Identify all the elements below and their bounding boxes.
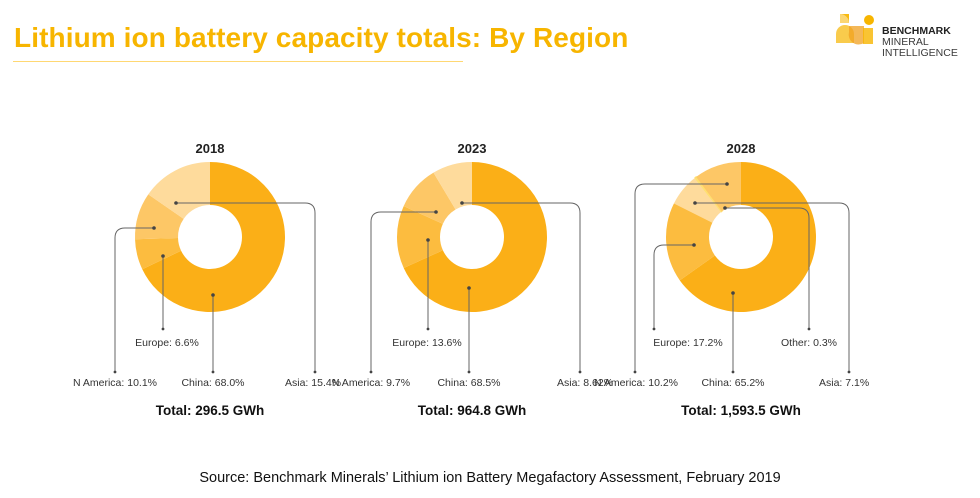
- leader-line-namerica: [634, 183, 727, 372]
- leader-end-other: [807, 327, 811, 331]
- slice-china: [403, 162, 547, 313]
- chart-total: Total: 1,593.5 GWh: [681, 403, 801, 418]
- slice-label-other: Other: 0.3%: [781, 337, 837, 349]
- slice-china: [679, 162, 817, 312]
- slice-label-china: China: 68.5%: [437, 377, 500, 389]
- leader-end-europe: [426, 327, 430, 331]
- donut-chart-2028: 2028 China: 65.2% Europe: 17.2% Asia: 7.1% O…: [594, 141, 869, 418]
- chart-total: Total: 296.5 GWh: [156, 403, 265, 418]
- slice-asia: [433, 162, 472, 210]
- leader-dot-china: [731, 291, 735, 295]
- leader-end-namerica: [633, 370, 637, 374]
- logo-line-1: BENCHMARK: [882, 25, 951, 37]
- leader-dot-namerica: [434, 210, 438, 214]
- logo-text: BENCHMARK MINERAL INTELLIGENCE: [882, 26, 958, 59]
- leader-dot-namerica: [152, 226, 156, 230]
- title-underline: [13, 61, 463, 62]
- slice-label-europe: Europe: 17.2%: [653, 337, 722, 349]
- benchmark-logo-mark-icon: [836, 14, 874, 45]
- slice-china: [142, 162, 285, 313]
- slice-label-europe: Europe: 6.6%: [135, 337, 199, 349]
- chart-title: 2028: [727, 141, 756, 156]
- leader-dot-asia: [460, 201, 464, 205]
- slice-label-asia: Asia: 7.1%: [819, 377, 869, 389]
- slice-europe: [135, 237, 182, 270]
- leader-dot-europe: [692, 243, 696, 247]
- donut-chart-2023: 2023 China: 68.5% Europe: 13.6% N America: …: [332, 141, 613, 418]
- slice-label-asia: Asia: 8.62%: [557, 377, 613, 389]
- leader-end-namerica: [369, 370, 373, 374]
- chart-title: 2018: [196, 141, 225, 156]
- slice-namerica: [696, 162, 741, 212]
- slice-europe: [666, 203, 715, 281]
- leader-end-europe: [161, 327, 165, 331]
- leader-line-asia: [176, 202, 316, 372]
- leader-line-asia: [695, 202, 850, 372]
- benchmark-logo: BENCHMARK MINERAL INTELLIGENCE: [836, 12, 976, 62]
- leader-end-asia: [578, 370, 582, 374]
- leader-line-europe: [653, 244, 694, 329]
- slice-asia: [673, 177, 722, 223]
- slice-europe: [397, 206, 443, 269]
- leader-line-namerica: [370, 211, 436, 372]
- chart-title: 2023: [458, 141, 487, 156]
- slice-label-china: China: 68.0%: [181, 377, 244, 389]
- leader-dot-other: [723, 206, 727, 210]
- leader-end-namerica: [113, 370, 117, 374]
- page-title: Lithium ion battery capacity totals: By …: [14, 22, 629, 53]
- slice-namerica: [403, 172, 456, 224]
- leader-end-china: [211, 370, 215, 374]
- slice-label-china: China: 65.2%: [701, 377, 764, 389]
- slice-label-namerica: N America: 10.1%: [73, 377, 157, 389]
- leader-end-asia: [313, 370, 317, 374]
- leader-dot-china: [467, 286, 471, 290]
- leader-end-europe: [652, 327, 656, 331]
- leader-dot-europe: [426, 238, 430, 242]
- leader-end-china: [731, 370, 735, 374]
- donut-chart-2018: 2018 China: 68.0% Europe: 6.6% N America: 1…: [73, 141, 341, 418]
- leader-dot-asia: [693, 201, 697, 205]
- leader-dot-europe: [161, 254, 165, 258]
- slice-label-asia: Asia: 15.4%: [285, 377, 341, 389]
- leader-dot-namerica: [725, 182, 729, 186]
- slice-label-namerica: N America: 9.7%: [332, 377, 410, 389]
- slice-asia: [148, 162, 210, 219]
- logo-line-3: INTELLIGENCE: [882, 47, 958, 59]
- leader-line-asia: [462, 202, 581, 372]
- leader-dot-china: [211, 293, 215, 297]
- leader-line-namerica: [114, 227, 154, 372]
- leader-end-asia: [847, 370, 851, 374]
- source-note: Source: Benchmark Minerals’ Lithium ion …: [199, 470, 781, 486]
- slice-label-namerica: N America: 10.2%: [594, 377, 678, 389]
- leader-line-other: [725, 207, 810, 329]
- logo-line-2: MINERAL: [882, 36, 929, 48]
- leader-dot-asia: [174, 201, 178, 205]
- chart-total: Total: 964.8 GWh: [418, 403, 527, 418]
- leader-end-china: [467, 370, 471, 374]
- slice-label-europe: Europe: 13.6%: [392, 337, 461, 349]
